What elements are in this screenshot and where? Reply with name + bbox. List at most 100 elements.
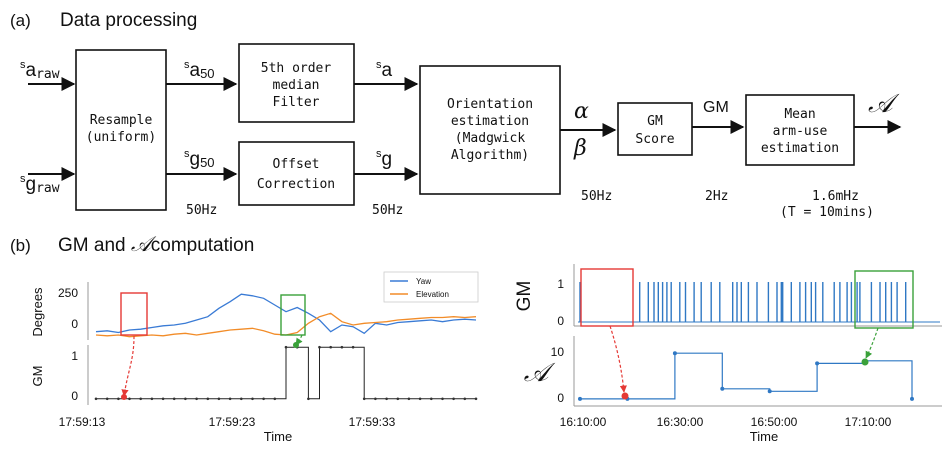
mean-label-1: Mean — [784, 107, 815, 122]
right-top-ylabel: GM — [514, 281, 535, 312]
left-legend: Yaw Elevation — [383, 271, 479, 303]
signal-gm: GM — [703, 99, 729, 116]
gm-point — [474, 397, 478, 401]
signal-output: 𝒜 — [868, 89, 900, 119]
gm-point — [150, 397, 154, 401]
orient-label-3: (Madgwick — [455, 131, 526, 146]
rate-1-6mhz: 1.6mHz — [812, 189, 859, 204]
orient-label-1: Orientation — [447, 97, 533, 112]
input-a-raw: saraw — [20, 59, 60, 82]
legend-yaw-label: Yaw — [416, 277, 431, 286]
input-g-raw: sgraw — [20, 173, 60, 196]
gm-point — [463, 397, 467, 401]
orient-label-4: Algorithm) — [451, 148, 529, 163]
gm-point — [430, 397, 433, 401]
median-label-3: Filter — [273, 95, 320, 110]
right-red-arrow — [609, 325, 627, 393]
series-line-elevation — [95, 312, 477, 338]
resample-block — [75, 49, 167, 211]
right-bottom-ytick-0: 0 — [557, 391, 564, 405]
signal-sa: sa — [376, 59, 393, 81]
gm-point — [105, 397, 109, 401]
median-filter-block — [238, 43, 355, 123]
arm-use-point — [815, 361, 820, 366]
left-bottom-plot: 1 0 GM — [30, 334, 478, 405]
offset-label-1: Offset — [273, 157, 320, 172]
left-top-ytick-0: 0 — [71, 317, 78, 331]
rate-period: (T = 10mins) — [780, 205, 874, 220]
gm-point — [374, 397, 377, 401]
gm-point — [251, 397, 254, 401]
left-top-ylabel: Degrees — [30, 287, 45, 337]
rate-2hz: 2Hz — [705, 189, 728, 204]
left-xlabel: Time — [264, 429, 292, 444]
gm-point — [262, 397, 265, 401]
arm-use-point — [767, 389, 772, 394]
gm-score-label-2: Score — [635, 132, 674, 147]
gm-point — [318, 345, 321, 349]
left-green-dot — [293, 342, 299, 348]
gm-point — [206, 397, 210, 401]
left-red-highlight — [120, 292, 148, 336]
arm-use-point — [672, 351, 677, 356]
right-top-plot: 1 0 GM — [514, 264, 942, 329]
signal-alpha: α — [574, 99, 589, 124]
arm-use-point — [720, 386, 725, 391]
arm-use-point — [910, 396, 914, 401]
panel-b-label: (b) — [10, 236, 31, 255]
signal-beta: β — [573, 136, 587, 161]
right-red-highlight — [580, 268, 634, 327]
gm-point — [385, 397, 388, 401]
left-top-plot: 250 0 Degrees Yaw Elevation — [30, 271, 479, 340]
gm-point — [418, 397, 422, 401]
panel-b-title: GM and 𝒜computation — [58, 232, 254, 256]
right-xtick-3: 17:10:00 — [845, 415, 892, 429]
gm-point — [407, 397, 411, 401]
panel-a-label: (a) — [10, 11, 31, 30]
gm-point — [307, 397, 310, 401]
signal-sg: sg — [376, 148, 392, 170]
right-xtick-1: 16:30:00 — [657, 415, 704, 429]
series-line-yaw — [95, 293, 477, 335]
right-top-ytick-1: 1 — [557, 277, 564, 291]
orientation-block — [419, 65, 561, 195]
gm-point — [94, 397, 98, 401]
right-bottom-plot: 10 0 𝒜 — [524, 325, 942, 407]
rate-50hz-1: 50Hz — [186, 203, 217, 218]
left-green-highlight — [280, 294, 306, 336]
gm-point — [351, 345, 355, 349]
gm-point — [362, 397, 366, 401]
left-xtick-1: 17:59:23 — [209, 415, 256, 429]
right-green-dot — [861, 358, 869, 366]
right-red-dot — [621, 392, 629, 400]
right-green-arrow — [865, 327, 879, 359]
right-bottom-series — [578, 351, 914, 401]
resample-label-2: (uniform) — [86, 130, 156, 145]
orient-label-2: estimation — [451, 114, 529, 129]
left-red-arrow — [121, 335, 135, 397]
rate-50hz-2: 50Hz — [372, 203, 403, 218]
rate-50hz-3: 50Hz — [581, 189, 612, 204]
median-label-1: 5th order — [261, 61, 332, 76]
gm-point — [217, 397, 221, 401]
gm-point — [161, 397, 165, 401]
gm-point — [195, 397, 198, 401]
left-red-dot — [121, 394, 127, 400]
mean-label-2: arm-use — [773, 124, 828, 139]
offset-label-2: Correction — [257, 177, 335, 192]
resample-label-1: Resample — [90, 113, 153, 128]
left-top-ytick-250: 250 — [58, 286, 78, 300]
gm-score-label-1: GM — [647, 114, 663, 129]
gm-step-line — [96, 346, 476, 400]
left-bottom-series — [94, 345, 478, 401]
gm-point — [172, 397, 176, 401]
gm-point — [284, 345, 288, 349]
left-bottom-ytick-1: 1 — [71, 349, 78, 363]
gm-point — [117, 397, 120, 401]
mean-arm-use-block — [745, 94, 855, 166]
legend-box — [383, 271, 479, 303]
legend-elevation-label: Elevation — [416, 290, 449, 299]
panel-a-title: Data processing — [60, 10, 197, 31]
left-bottom-ylabel: GM — [30, 366, 45, 387]
right-top-ytick-0: 0 — [557, 314, 564, 328]
